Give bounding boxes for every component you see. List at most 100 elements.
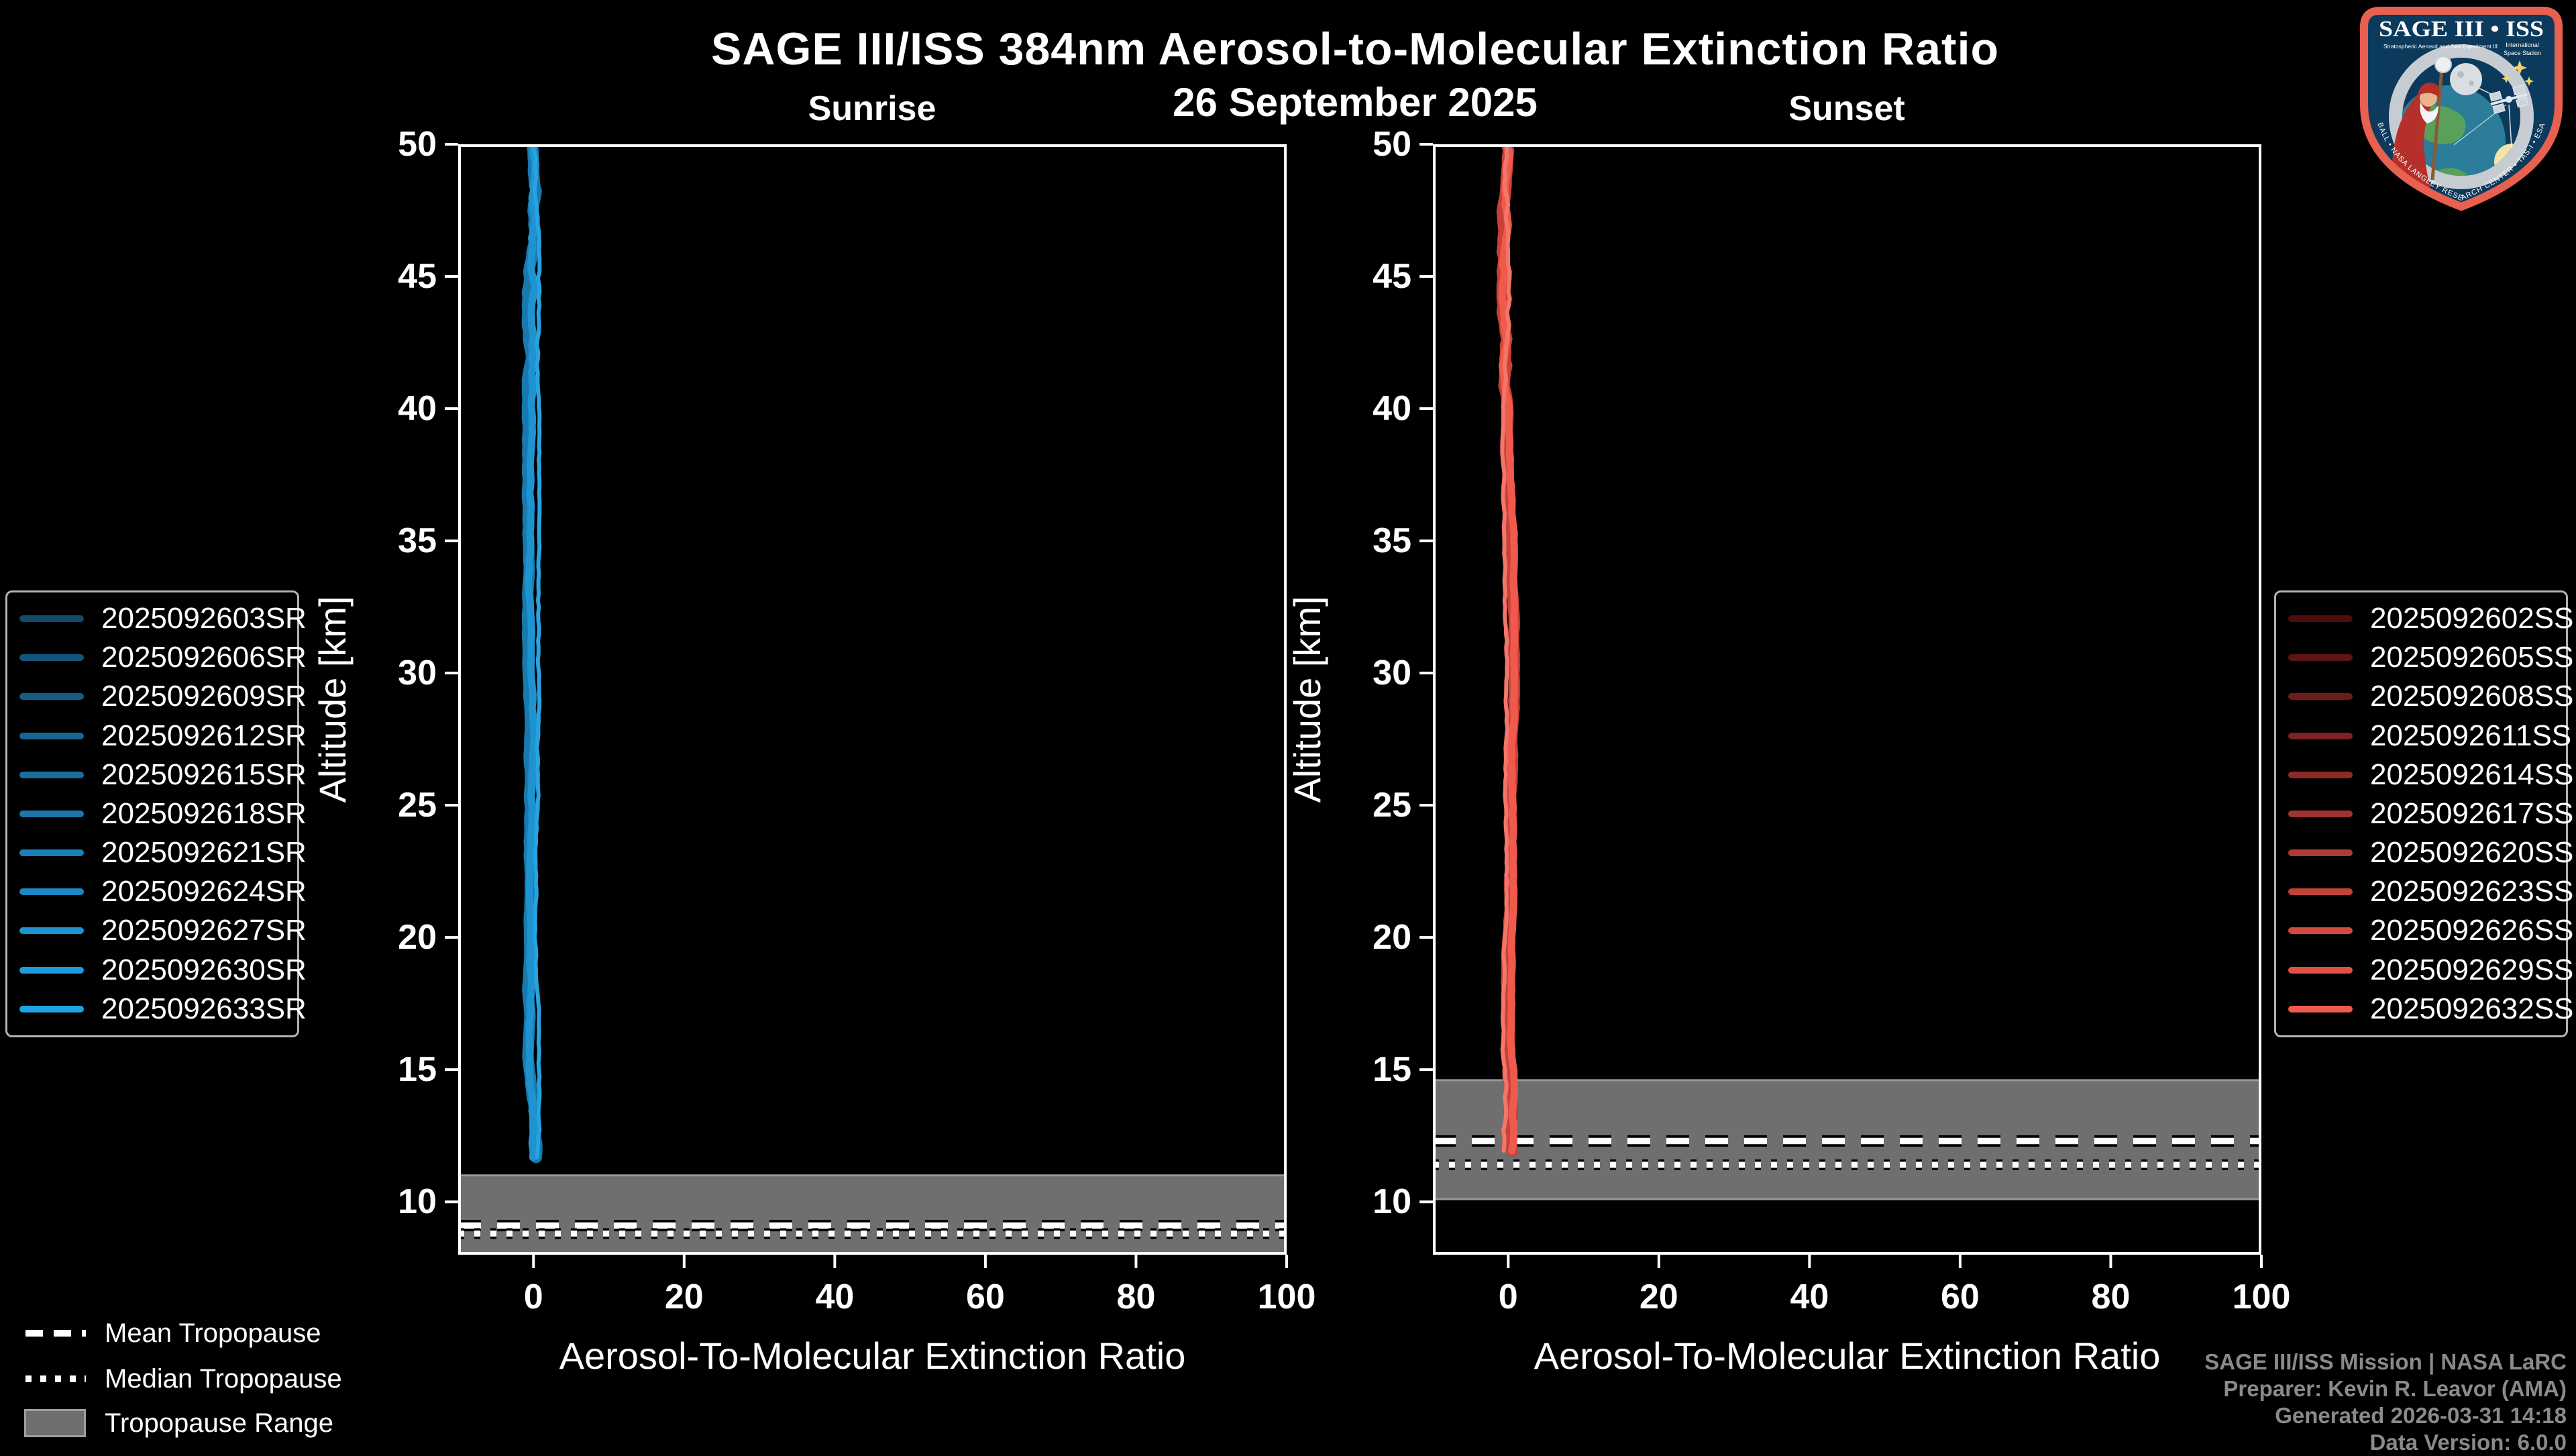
legend-event-label: 2025092629SS [2370,953,2574,986]
legend-event-label: 2025092632SS [2370,992,2574,1025]
legend-item: 2025092633SR [7,992,307,1027]
date-subtitle: 26 September 2025 [1173,80,1538,125]
legend-event-label: 2025092614SS [2370,758,2574,791]
legend-line-sample-icon [2288,849,2353,857]
y-axis-label: Altitude [km] [1286,596,1328,802]
y-tick-label: 50 [1373,125,1411,164]
legend-event-label: 2025092624SR [101,875,307,908]
logo-orbit-ring [2389,44,2534,189]
legend-item: 2025092627SR [7,913,307,948]
logo-subtitle-right: Space Station [2504,50,2541,56]
legend-event-label: 2025092620SS [2370,836,2574,870]
legend-line-sample-icon [19,966,84,974]
y-tick-label: 30 [398,654,437,692]
legend-line-sample-icon [19,654,84,662]
logo-title: SAGE III • ISS [2379,17,2544,42]
legend-event-label: 2025092623SS [2370,875,2574,908]
legend-item: 2025092630SR [7,953,307,988]
extinction-ratio-profile [531,144,542,1159]
legend-item: 2025092620SS [2276,835,2573,870]
legend-item: 2025092615SR [7,758,307,792]
legend-line-sample-icon [2288,615,2353,623]
legend-event-label: 2025092627SR [101,914,307,947]
y-tick-label: 30 [1373,654,1411,692]
legend-event-label: 2025092633SR [101,992,307,1025]
legend-event-label: 2025092608SS [2370,680,2574,713]
x-tick-label: 0 [524,1278,543,1316]
y-tick-label: 25 [1373,786,1411,825]
legend-item: 2025092612SR [7,719,307,753]
legend-line-sample-icon [2288,771,2353,778]
legend-event-label: 2025092603SR [101,602,307,635]
legend-event-label: 2025092617SS [2370,796,2574,830]
legend-item: 2025092603SR [7,601,307,636]
legend-line-sample-icon [2288,732,2353,739]
logo-subtitle-left: Stratospheric Aerosol and Gas Experiment… [2383,43,2498,50]
legend-item: 2025092606SR [7,640,307,675]
legend-event-label: 2025092605SS [2370,641,2574,674]
legend-item: 2025092624SR [7,874,307,909]
sunset-panel-title: Sunset [1788,89,1905,128]
tropopause-range-legend-row: Tropopause Range [24,1408,333,1439]
extinction-ratio-profile [1498,144,1518,1155]
legend-event-label: 2025092615SR [101,758,307,791]
legend-item: 2025092629SS [2276,953,2573,988]
legend-item: 2025092614SS [2276,758,2573,792]
page-title: SAGE III/ISS 384nm Aerosol-to-Molecular … [710,23,2000,74]
y-axis-label: Altitude [km] [311,596,354,802]
logo-moon [2450,63,2482,95]
x-axis-label: Aerosol-To-Molecular Extinction Ratio [1534,1335,2161,1377]
legend-item: 2025092602SS [2276,601,2573,636]
legend-item: 2025092623SS [2276,874,2573,909]
plot-spines [1433,144,2261,1255]
legend-item: 2025092626SS [2276,913,2573,948]
legend-item: 2025092608SS [2276,679,2573,714]
legend-item: 2025092611SS [2276,719,2571,753]
y-tick-label: 40 [1373,389,1411,428]
footer-credits: SAGE III/ISS Mission | NASA LaRC Prepare… [2204,1349,2567,1456]
legend-item: 2025092617SS [2276,796,2573,831]
extinction-ratio-profile [524,144,539,1161]
y-tick-label: 35 [398,521,437,560]
median-tropopause-legend-row: Median Tropopause [24,1363,342,1394]
legend-line-sample-icon [19,693,84,700]
legend-event-label: 2025092609SR [101,680,307,713]
y-tick-label: 20 [1373,918,1411,957]
mean-tropopause-dash-icon [25,1330,86,1337]
x-axis-label: Aerosol-To-Molecular Extinction Ratio [559,1335,1186,1377]
legend-line-sample-icon [2288,1005,2353,1012]
y-tick-label: 25 [398,786,437,825]
legend-line-sample-icon [19,810,84,817]
x-tick-label: 20 [1640,1278,1678,1316]
legend-event-label: 2025092621SR [101,836,307,870]
legend-event-label: 2025092611SS [2370,719,2572,752]
legend-item: 2025092632SS [2276,992,2573,1027]
extinction-ratio-profile [1500,144,1512,1153]
y-tick-label: 15 [1373,1050,1411,1089]
logo-stars [2502,60,2534,86]
footer-mission-line: SAGE III/ISS Mission | NASA LaRC [2204,1349,2567,1374]
sunset-event-legend: 2025092602SS 2025092605SS 2025092608SS 2025… [2274,590,2573,1037]
x-tick-label: 100 [2233,1278,2291,1316]
legend-line-sample-icon [19,732,84,739]
sunrise-panel-title: Sunrise [808,89,936,128]
legend-item: 2025092621SR [7,835,307,870]
legend-item: 2025092618SR [7,796,307,831]
y-tick-label: 45 [1373,257,1411,296]
sage-iii-iss-mission-logo: SAGE III • ISS Stratospheric Aerosol and… [2360,7,2563,211]
mean-tropopause-label: Mean Tropopause [105,1318,321,1348]
x-tick-label: 60 [966,1278,1005,1316]
y-tick-label: 10 [1373,1182,1411,1221]
x-tick-label: 0 [1499,1278,1518,1316]
logo-subtitle-right: International [2506,42,2539,48]
y-tick-label: 15 [398,1050,437,1089]
tropopause-range-label: Tropopause Range [105,1408,333,1438]
legend-line-sample-icon [2288,966,2353,974]
tropopause-range-swatch-icon [24,1409,86,1437]
legend-line-sample-icon [19,927,84,935]
x-tick-label: 40 [1790,1278,1829,1316]
y-tick-label: 45 [398,257,437,296]
x-tick-label: 60 [1941,1278,1980,1316]
